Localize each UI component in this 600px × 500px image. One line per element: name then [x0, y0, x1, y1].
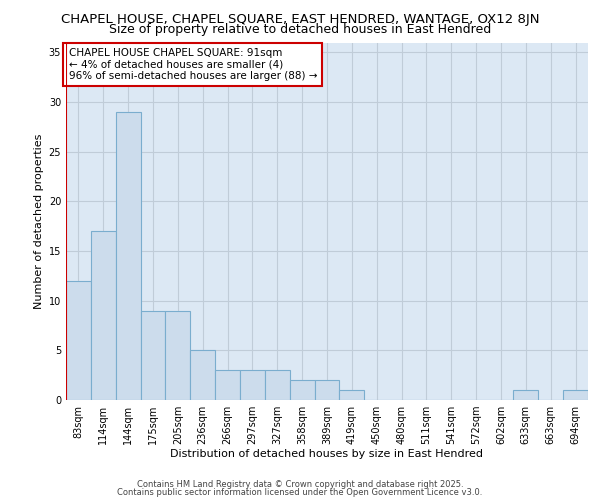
X-axis label: Distribution of detached houses by size in East Hendred: Distribution of detached houses by size …: [170, 448, 484, 458]
Bar: [116, 112, 140, 400]
Bar: [563, 390, 588, 400]
Bar: [215, 370, 240, 400]
Bar: [314, 380, 340, 400]
Text: Size of property relative to detached houses in East Hendred: Size of property relative to detached ho…: [109, 22, 491, 36]
Bar: [140, 310, 166, 400]
Text: Contains public sector information licensed under the Open Government Licence v3: Contains public sector information licen…: [118, 488, 482, 497]
Text: CHAPEL HOUSE CHAPEL SQUARE: 91sqm
← 4% of detached houses are smaller (4)
96% of: CHAPEL HOUSE CHAPEL SQUARE: 91sqm ← 4% o…: [68, 48, 317, 81]
Bar: [514, 390, 538, 400]
Bar: [190, 350, 215, 400]
Bar: [166, 310, 190, 400]
Text: CHAPEL HOUSE, CHAPEL SQUARE, EAST HENDRED, WANTAGE, OX12 8JN: CHAPEL HOUSE, CHAPEL SQUARE, EAST HENDRE…: [61, 12, 539, 26]
Bar: [265, 370, 290, 400]
Y-axis label: Number of detached properties: Number of detached properties: [34, 134, 44, 309]
Bar: [290, 380, 314, 400]
Text: Contains HM Land Registry data © Crown copyright and database right 2025.: Contains HM Land Registry data © Crown c…: [137, 480, 463, 489]
Bar: [240, 370, 265, 400]
Bar: [91, 231, 116, 400]
Bar: [66, 281, 91, 400]
Bar: [340, 390, 364, 400]
